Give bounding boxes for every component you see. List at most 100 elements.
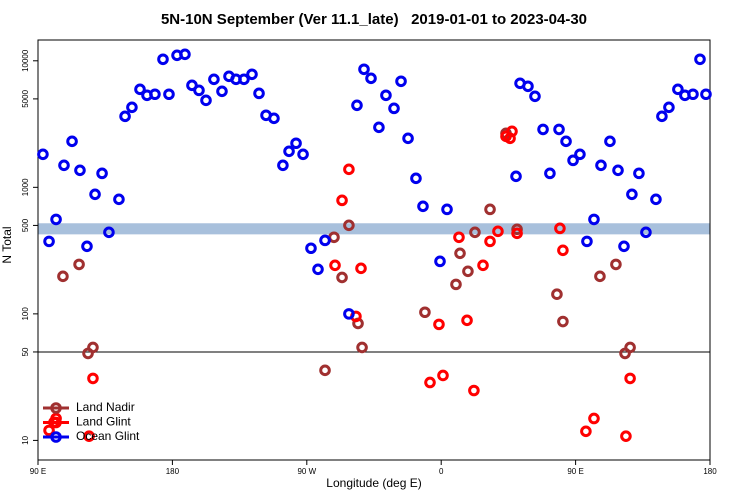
y-tick-label: 10 bbox=[21, 435, 30, 444]
data-point bbox=[253, 87, 265, 100]
data-point bbox=[672, 83, 684, 96]
data-point bbox=[43, 424, 55, 437]
legend-marker bbox=[50, 402, 62, 414]
data-point bbox=[462, 265, 474, 278]
data-point bbox=[319, 364, 331, 377]
data-point bbox=[434, 255, 446, 268]
data-point bbox=[626, 188, 638, 201]
x-tick-label: 180 bbox=[166, 467, 180, 476]
data-point bbox=[437, 369, 449, 382]
data-point bbox=[453, 231, 465, 244]
data-point bbox=[510, 170, 522, 183]
data-point bbox=[694, 53, 706, 66]
data-point bbox=[73, 258, 85, 271]
y-tick-label: 5000 bbox=[21, 89, 30, 107]
data-point bbox=[687, 88, 699, 101]
data-point bbox=[329, 259, 341, 272]
data-point bbox=[358, 63, 370, 76]
x-tick-label: 0 bbox=[439, 467, 444, 476]
chart-title: 5N-10N September (Ver 11.1_late) 2019-01… bbox=[161, 11, 587, 28]
data-point bbox=[604, 135, 616, 148]
data-point bbox=[96, 167, 108, 180]
y-tick-label: 1000 bbox=[21, 178, 30, 196]
data-point bbox=[454, 247, 466, 260]
data-point bbox=[200, 94, 212, 107]
data-point bbox=[560, 135, 572, 148]
data-point bbox=[283, 145, 295, 158]
data-point bbox=[238, 73, 250, 86]
data-point bbox=[633, 167, 645, 180]
data-point bbox=[594, 270, 606, 283]
y-tick-label: 50 bbox=[21, 347, 30, 356]
data-point bbox=[612, 164, 624, 177]
data-point bbox=[624, 372, 636, 385]
data-point bbox=[433, 318, 445, 331]
data-point bbox=[468, 384, 480, 397]
data-point bbox=[373, 121, 385, 134]
data-point bbox=[58, 159, 70, 172]
data-point bbox=[336, 271, 348, 284]
data-point bbox=[624, 341, 636, 354]
data-point bbox=[461, 314, 473, 327]
data-point bbox=[450, 278, 462, 291]
data-point bbox=[356, 341, 368, 354]
data-point bbox=[305, 242, 317, 255]
y-axis-label: N Total bbox=[0, 226, 14, 263]
data-point bbox=[351, 99, 363, 112]
data-point bbox=[574, 148, 586, 161]
y-tick-label: 500 bbox=[21, 218, 30, 232]
data-point bbox=[134, 83, 146, 96]
data-point bbox=[336, 194, 348, 207]
data-point bbox=[290, 137, 302, 150]
legend-label: Ocean Glint bbox=[76, 429, 140, 443]
data-point bbox=[553, 123, 565, 136]
data-point bbox=[81, 240, 93, 253]
data-point bbox=[588, 412, 600, 425]
data-point bbox=[57, 270, 69, 283]
data-point bbox=[216, 85, 228, 98]
data-point bbox=[343, 163, 355, 176]
data-point bbox=[595, 159, 607, 172]
x-tick-label: 90 E bbox=[567, 467, 583, 476]
data-point bbox=[113, 193, 125, 206]
data-point bbox=[551, 288, 563, 301]
data-point bbox=[618, 240, 630, 253]
data-point bbox=[193, 84, 205, 97]
data-point bbox=[319, 234, 331, 247]
data-point bbox=[74, 164, 86, 177]
data-point bbox=[87, 372, 99, 385]
data-point bbox=[277, 159, 289, 172]
data-point bbox=[581, 235, 593, 248]
data-point bbox=[37, 148, 49, 161]
data-point bbox=[656, 110, 668, 123]
data-point bbox=[620, 430, 632, 442]
data-point bbox=[544, 167, 556, 180]
data-point bbox=[484, 235, 496, 248]
data-point bbox=[402, 132, 414, 145]
data-point bbox=[511, 223, 523, 236]
data-point bbox=[640, 226, 652, 239]
data-point bbox=[395, 75, 407, 88]
x-tick-label: 90 W bbox=[297, 467, 316, 476]
x-tick-label: 90 E bbox=[30, 467, 46, 476]
data-point bbox=[66, 135, 78, 148]
data-point bbox=[492, 225, 504, 238]
data-point bbox=[149, 88, 161, 101]
data-point bbox=[343, 219, 355, 232]
data-point bbox=[179, 48, 191, 61]
data-point bbox=[126, 101, 138, 114]
plot-frame bbox=[37, 39, 711, 461]
data-point bbox=[424, 376, 436, 389]
data-point bbox=[208, 73, 220, 86]
x-tick-label: 180 bbox=[703, 467, 717, 476]
x-axis-label: Longitude (deg E) bbox=[326, 476, 421, 490]
data-point bbox=[557, 315, 569, 328]
legend-marker bbox=[50, 431, 62, 443]
data-point bbox=[83, 430, 95, 442]
legend-label: Land Nadir bbox=[76, 400, 135, 414]
data-point bbox=[419, 306, 431, 319]
data-point bbox=[484, 203, 496, 216]
data-point bbox=[89, 188, 101, 201]
data-point bbox=[103, 226, 115, 239]
data-point bbox=[343, 308, 355, 320]
